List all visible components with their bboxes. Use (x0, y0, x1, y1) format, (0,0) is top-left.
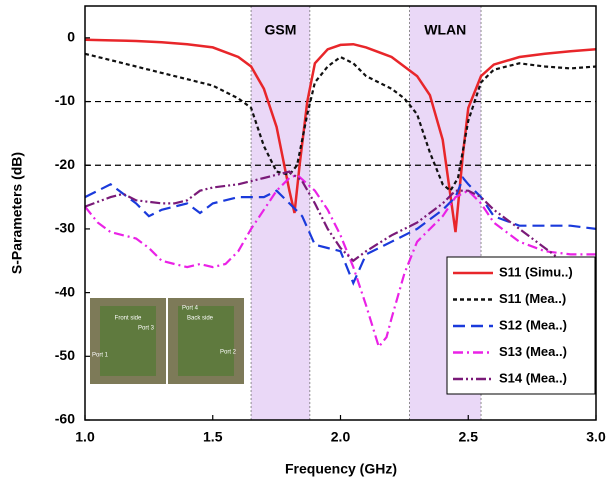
y-tick-label: -10 (55, 92, 75, 108)
y-tick-label: -50 (55, 347, 75, 363)
inset-label: Back side (187, 316, 214, 322)
x-tick-label: 2.5 (459, 429, 479, 445)
series-line (84, 170, 597, 294)
legend-box (446, 256, 596, 395)
y-axis-label: S-Parameters (dB) (9, 152, 25, 274)
inset-board (100, 306, 156, 376)
legend-label: S12 (Mea..) (499, 317, 567, 332)
inset-label: Port 3 (138, 326, 155, 332)
series-line (84, 38, 597, 233)
x-tick-label: 1.0 (75, 429, 95, 445)
y-tick-label: -30 (55, 220, 75, 236)
inset-label: Port 1 (92, 353, 109, 359)
band (251, 6, 310, 420)
y-tick-label: -20 (55, 156, 75, 172)
legend-label: S14 (Mea..) (499, 370, 567, 385)
inset-label: Front side (115, 316, 142, 322)
band-label: GSM (265, 22, 297, 38)
x-tick-label: 2.0 (331, 429, 351, 445)
x-axis-label: Frequency (GHz) (285, 461, 397, 477)
legend-label: S11 (Mea..) (499, 291, 566, 306)
x-tick-label: 3.0 (586, 429, 606, 445)
y-tick-label: -40 (55, 283, 75, 299)
series-line (84, 52, 597, 193)
y-tick-label: 0 (67, 29, 75, 45)
inset-label: Port 4 (182, 306, 199, 312)
legend-label: S13 (Mea..) (499, 344, 567, 359)
band-label: WLAN (424, 22, 466, 38)
inset-label: Port 2 (220, 350, 237, 356)
legend-label: S11 (Simu..) (499, 264, 573, 279)
x-tick-label: 1.5 (203, 429, 223, 445)
inset-board (178, 306, 234, 376)
y-tick-label: -60 (55, 411, 75, 427)
